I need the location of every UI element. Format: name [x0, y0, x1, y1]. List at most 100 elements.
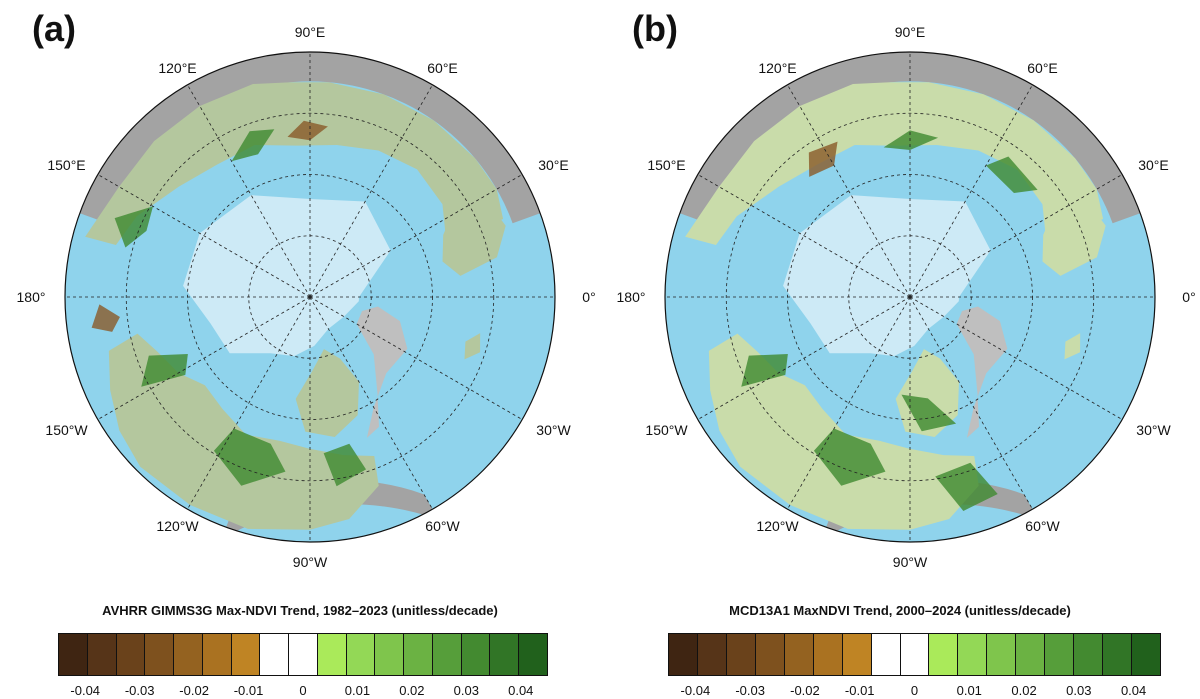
longitude-label: 180° [616, 289, 646, 305]
greenland [356, 306, 408, 438]
map-boundary [664, 51, 1156, 543]
colorbar-tick-label: 0.03 [1066, 683, 1092, 698]
trend-patch [935, 462, 998, 511]
longitude-label: 0° [582, 289, 596, 305]
colorbar-bin [59, 634, 88, 675]
trend-patch [91, 304, 120, 332]
meridian [909, 84, 1033, 298]
meridian [909, 296, 1123, 420]
colorbar-tick-label: -0.04 [70, 683, 101, 698]
map-boundary [64, 51, 556, 543]
latitude-circle [125, 112, 495, 482]
sea-ice [183, 195, 391, 357]
longitude-label: 90°E [294, 24, 326, 40]
colorbar-bin [202, 634, 232, 675]
meridian [309, 84, 433, 298]
trend-patch [985, 156, 1038, 194]
trend-patch [323, 443, 367, 487]
colorbar-bin [958, 634, 988, 675]
trend-patch [213, 428, 286, 486]
eurasia [85, 82, 504, 246]
longitude-label: 150°E [47, 156, 86, 173]
trend-patch [883, 130, 939, 150]
colorbar-bin [871, 634, 901, 675]
colorbar-bin [697, 634, 727, 675]
north-america [108, 333, 379, 530]
map-features [68, 52, 552, 539]
meridian [697, 174, 911, 298]
panel-a: (a) AVHRR GIMMS3G Max-NDVI Trend, 1982–2… [17, 8, 596, 698]
colorbar-bin [929, 634, 959, 675]
colorbar-bin [375, 634, 405, 675]
longitude-label: 120°W [156, 518, 199, 535]
colorbar-bin [490, 634, 520, 675]
colorbar-bin [174, 634, 203, 675]
scandinavia [1042, 196, 1106, 276]
colorbar [668, 633, 1161, 676]
scandinavia [442, 196, 506, 276]
outside-domain [668, 52, 1152, 224]
colorbar-bin [1074, 634, 1104, 675]
colorbar-tick-label: 0.04 [1120, 683, 1147, 698]
trend-patch [287, 120, 328, 141]
colorbar-bin [813, 634, 843, 675]
panel-b: (b) MCD13A1 MaxNDVI Trend, 2000–2024 (un… [600, 0, 1200, 699]
trend-patch [231, 129, 275, 162]
colorbar-tick-label: -0.02 [790, 683, 820, 698]
colorbar-bin [726, 634, 756, 675]
longitude-label: 90°E [894, 24, 926, 40]
colorbar-bin [842, 634, 872, 675]
meridian [97, 296, 311, 420]
iceland [1064, 333, 1081, 360]
meridian [787, 296, 911, 510]
colorbar-bin [900, 634, 930, 675]
meridian [187, 296, 311, 510]
colorbar-bin [260, 634, 290, 675]
colorbar-bin [1016, 634, 1046, 675]
trend-patch [141, 353, 188, 387]
colorbar-bin [987, 634, 1017, 675]
meridian [787, 84, 911, 298]
meridian [309, 296, 523, 420]
longitude-label: 120°E [758, 59, 797, 76]
longitude-label: 30°W [1136, 421, 1171, 438]
colorbar-bin [289, 634, 318, 675]
colorbar-bin [755, 634, 785, 675]
colorbar-tick-label: -0.01 [233, 683, 264, 698]
eurasia [685, 82, 1104, 246]
meridian [309, 174, 523, 298]
panel-label: (a) [32, 8, 76, 49]
meridian [187, 84, 311, 298]
colorbar-title: AVHRR GIMMS3G Max-NDVI Trend, 1982–2023 … [102, 603, 498, 618]
map-features [668, 52, 1152, 539]
colorbar-bin [784, 634, 814, 675]
colorbar-tick-label: 0.03 [453, 683, 479, 698]
sea-ice [783, 195, 991, 357]
colorbar-tick-label: 0.01 [956, 683, 982, 698]
colorbar-tick-label: 0 [299, 683, 307, 698]
longitude-label: 150°W [645, 421, 688, 438]
colorbar-tick-label: 0 [910, 683, 919, 698]
longitude-label: 30°E [538, 156, 569, 173]
colorbar-tick-label: -0.03 [735, 683, 765, 698]
colorbar-tick-label: -0.04 [680, 683, 711, 698]
colorbar-tick-label: -0.03 [124, 683, 155, 698]
iceland [464, 333, 481, 360]
longitude-label: 60°W [425, 518, 460, 535]
colorbar-bin [519, 634, 548, 675]
longitude-label: 0° [1182, 289, 1196, 305]
longitude-label: 60°E [1027, 59, 1058, 76]
colorbar-bin [116, 634, 146, 675]
meridian [97, 174, 311, 298]
colorbar-bin [145, 634, 175, 675]
longitude-label: 120°W [756, 518, 799, 535]
colorbar-bin [1045, 634, 1075, 675]
colorbar-bin [231, 634, 261, 675]
colorbar-tick-label: 0.02 [399, 683, 425, 698]
colorbar [58, 633, 548, 676]
polar-map [664, 51, 1156, 543]
colorbar-tick-label: -0.02 [179, 683, 209, 698]
colorbar-tick-label: 0.04 [508, 683, 534, 698]
colorbar-bin [317, 634, 347, 675]
meridian [909, 296, 1033, 510]
